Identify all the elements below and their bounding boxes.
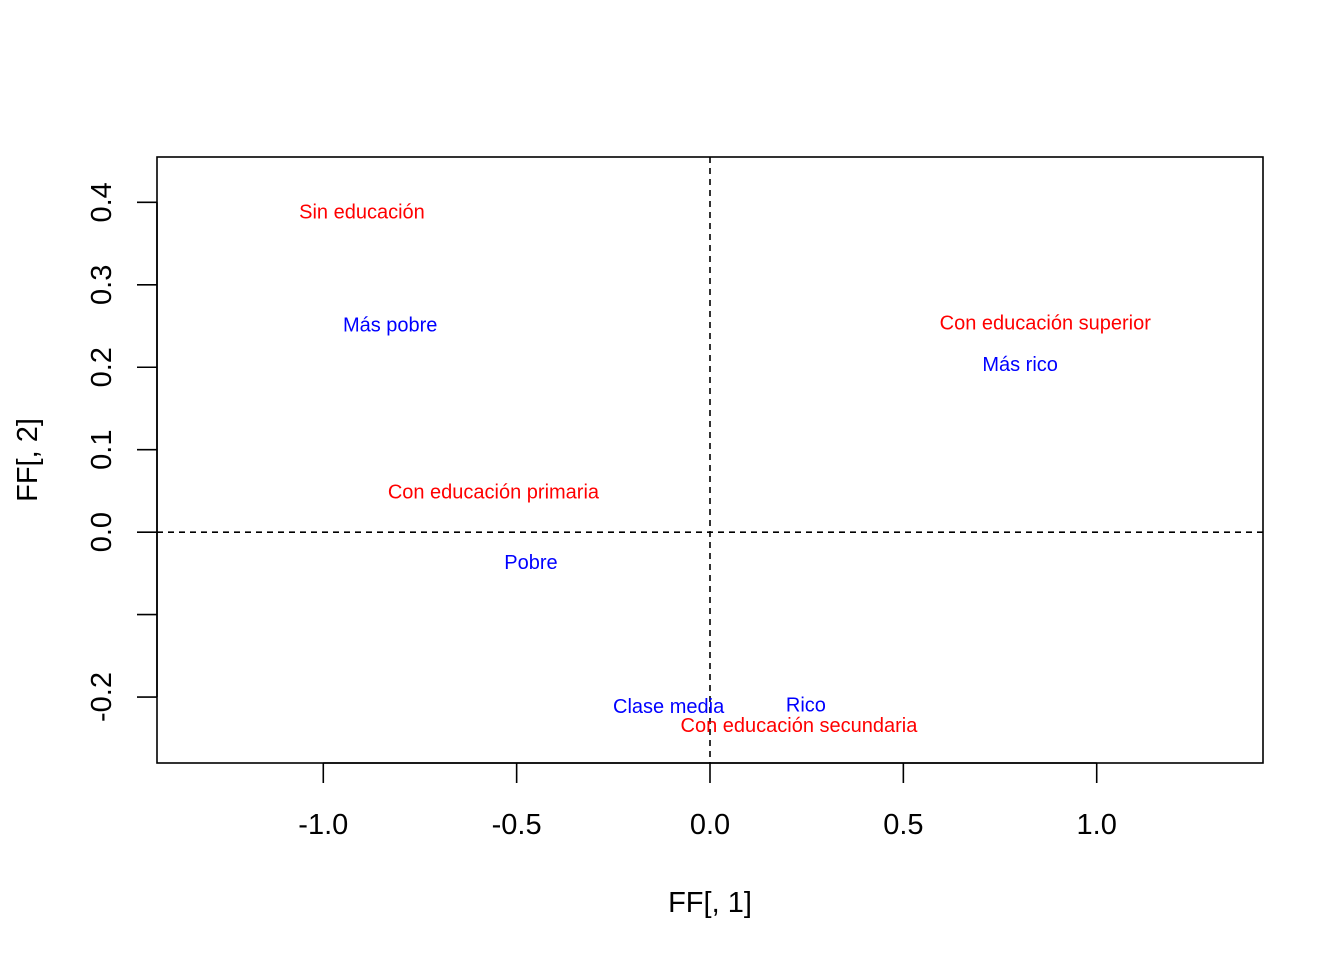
point-label: Rico <box>786 694 826 716</box>
reference-lines <box>157 157 1263 763</box>
point-label: Con educación secundaria <box>681 715 919 737</box>
x-tick-label: 0.5 <box>883 809 923 841</box>
y-tick-label: -0.2 <box>86 672 118 722</box>
x-tick-label: -0.5 <box>492 809 542 841</box>
y-tick-label: 0.0 <box>86 512 118 552</box>
point-label: Con educación primaria <box>388 482 600 504</box>
y-tick-label: 0.2 <box>86 347 118 387</box>
x-tick-label: 1.0 <box>1077 809 1117 841</box>
y-tick-label: 0.3 <box>86 265 118 305</box>
point-label: Sin educación <box>299 201 425 223</box>
point-label: Más pobre <box>343 314 438 336</box>
x-tick-label: -1.0 <box>298 809 348 841</box>
y-axis: -0.2 0.0 0.1 0.2 0.3 0.4 <box>86 182 158 722</box>
point-label: Pobre <box>504 552 557 574</box>
point-labels: Sin educación Con educación superior Con e… <box>299 201 1151 737</box>
y-tick-label: 0.1 <box>86 430 118 470</box>
x-axis: -1.0 -0.5 0.0 0.5 1.0 <box>298 762 1117 841</box>
y-axis-title: FF[, 2] <box>12 418 44 502</box>
y-tick-label: 0.4 <box>86 182 118 222</box>
point-label: Con educación superior <box>940 313 1152 335</box>
x-tick-label: 0.0 <box>690 809 730 841</box>
point-label: Más rico <box>982 354 1058 376</box>
point-label: Clase media <box>613 696 725 718</box>
x-axis-title: FF[, 1] <box>668 887 752 919</box>
